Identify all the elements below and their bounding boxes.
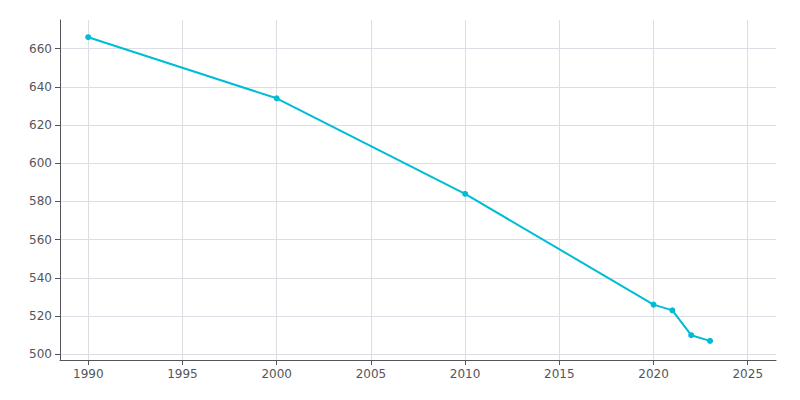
svg-text:1990: 1990 — [73, 367, 104, 381]
svg-text:2005: 2005 — [356, 367, 387, 381]
svg-text:500: 500 — [29, 347, 52, 361]
svg-text:640: 640 — [29, 80, 52, 94]
svg-text:660: 660 — [29, 42, 52, 56]
svg-text:2000: 2000 — [261, 367, 292, 381]
svg-text:600: 600 — [29, 156, 52, 170]
svg-text:620: 620 — [29, 118, 52, 132]
svg-text:2015: 2015 — [544, 367, 575, 381]
svg-text:580: 580 — [29, 194, 52, 208]
svg-text:2020: 2020 — [638, 367, 669, 381]
svg-text:2025: 2025 — [732, 367, 763, 381]
svg-text:560: 560 — [29, 233, 52, 247]
svg-text:2010: 2010 — [450, 367, 481, 381]
svg-text:1995: 1995 — [167, 367, 198, 381]
svg-text:540: 540 — [29, 271, 52, 285]
svg-text:520: 520 — [29, 309, 52, 323]
